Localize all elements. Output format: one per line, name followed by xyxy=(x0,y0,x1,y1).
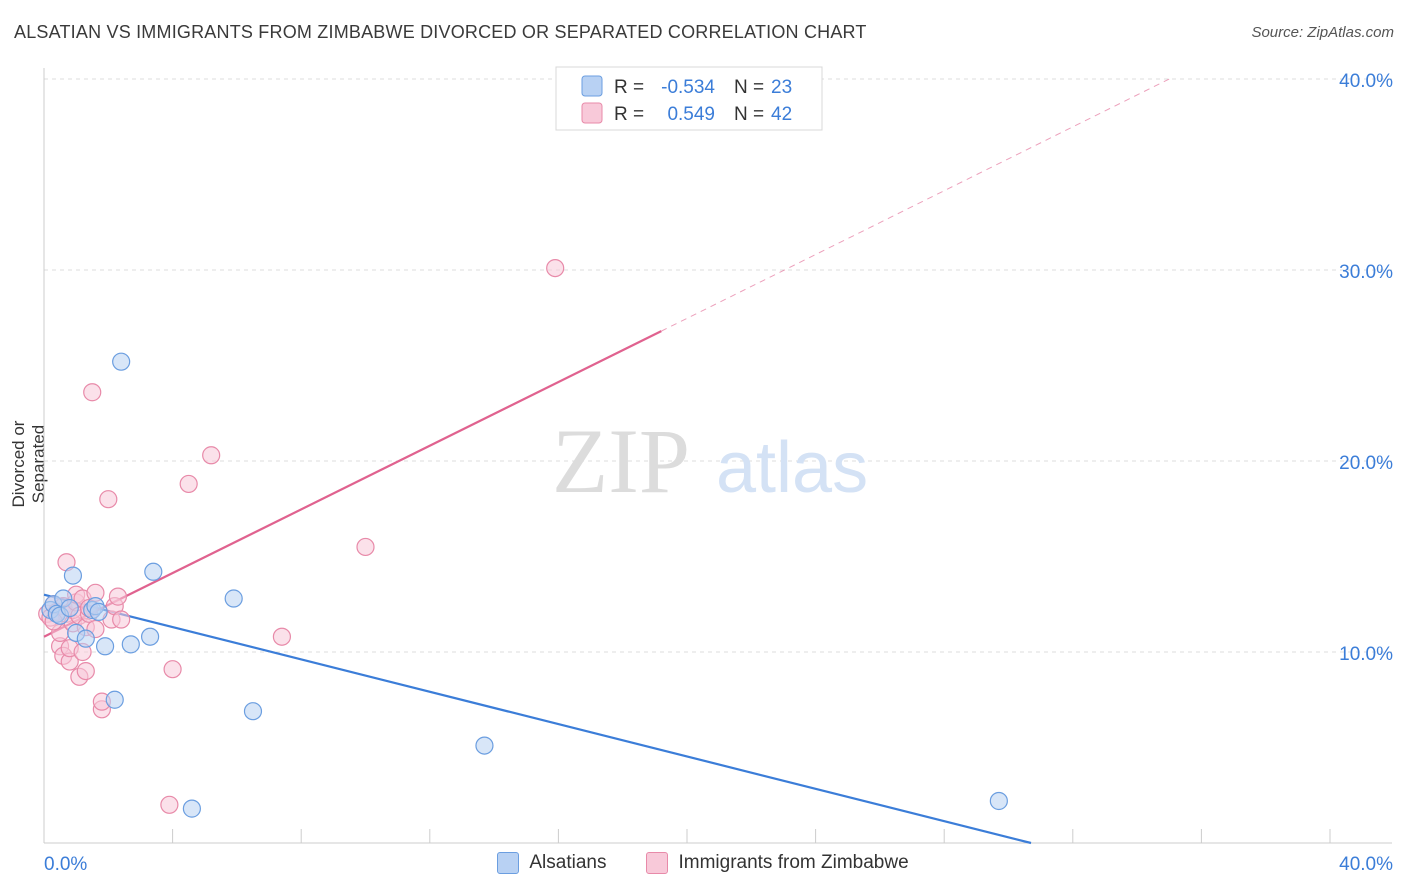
legend-item-zimbabwe: Immigrants from Zimbabwe xyxy=(646,852,909,874)
trendline-zimbabwe xyxy=(43,330,662,638)
legend-r-label-zimbabwe: R = xyxy=(614,104,644,125)
source-credit: Source: ZipAtlas.com xyxy=(1251,24,1394,41)
swatch-zimbabwe xyxy=(646,852,669,874)
point-alsatians xyxy=(112,352,131,371)
point-alsatians xyxy=(243,702,263,721)
legend-r-value-zimbabwe: 0.549 xyxy=(667,104,715,125)
point-alsatians xyxy=(475,736,494,755)
point-zimbabwe xyxy=(163,660,182,679)
legend-item-alsatians: Alsatians xyxy=(497,852,606,874)
point-alsatians xyxy=(989,791,1008,811)
legend-n-value-alsatians: 23 xyxy=(771,77,792,98)
point-alsatians xyxy=(121,635,140,654)
x-tick-label-min: 0.0% xyxy=(44,854,87,875)
point-zimbabwe xyxy=(108,587,128,606)
point-alsatians xyxy=(95,637,115,656)
point-zimbabwe xyxy=(83,383,102,402)
point-zimbabwe xyxy=(112,610,131,629)
watermark: ZIP atlas xyxy=(552,410,868,512)
axes xyxy=(43,68,1392,844)
point-alsatians xyxy=(63,566,83,585)
trendlines xyxy=(43,78,1170,845)
trendline-alsatians xyxy=(43,593,1032,845)
y-tick-label: 30.0% xyxy=(1339,262,1393,283)
point-alsatians xyxy=(224,589,243,608)
point-alsatians xyxy=(76,629,95,648)
legend-n-label-alsatians: N = xyxy=(734,77,764,98)
point-alsatians xyxy=(60,598,79,618)
legend-r-label-alsatians: R = xyxy=(614,77,644,98)
legend-label-zimbabwe: Immigrants from Zimbabwe xyxy=(678,852,909,873)
point-zimbabwe xyxy=(356,537,375,557)
watermark-atlas: atlas xyxy=(716,428,868,508)
point-zimbabwe xyxy=(202,446,221,465)
point-alsatians xyxy=(144,562,163,581)
point-zimbabwe xyxy=(99,490,118,509)
point-alsatians xyxy=(182,799,201,818)
chart-title: ALSATIAN VS IMMIGRANTS FROM ZIMBABWE DIV… xyxy=(14,22,867,42)
gridlines xyxy=(44,78,1392,653)
point-zimbabwe xyxy=(76,661,95,681)
watermark-zip: ZIP xyxy=(552,410,690,512)
tick-labels: 10.0% 20.0% 30.0% 40.0% 0.0% 40.0% xyxy=(44,71,1393,875)
y-tick-label: 40.0% xyxy=(1339,71,1393,92)
y-tick-label: 20.0% xyxy=(1339,453,1393,474)
bottom-legend: Alsatians Immigrants from Zimbabwe xyxy=(0,852,1406,874)
point-alsatians xyxy=(105,690,124,709)
legend-swatch-zimbabwe xyxy=(581,102,603,124)
point-alsatians xyxy=(140,627,160,646)
point-zimbabwe xyxy=(179,474,198,494)
x-tick-label-max: 40.0% xyxy=(1339,854,1393,875)
legend-n-value-zimbabwe: 42 xyxy=(771,104,792,125)
legend-r-value-alsatians: -0.534 xyxy=(661,77,715,98)
y-tick-label: 10.0% xyxy=(1339,644,1393,665)
point-zimbabwe xyxy=(272,627,292,646)
swatch-alsatians xyxy=(497,852,520,874)
legend-swatch-alsatians xyxy=(581,75,603,97)
legend-label-alsatians: Alsatians xyxy=(529,852,607,873)
point-zimbabwe xyxy=(546,258,565,278)
correlation-legend: R = -0.534 N = 23 R = 0.549 N = 42 xyxy=(555,66,823,131)
legend-n-label-zimbabwe: N = xyxy=(734,104,764,125)
data-points xyxy=(38,258,1008,818)
point-alsatians xyxy=(89,602,108,621)
point-zimbabwe xyxy=(160,795,179,814)
